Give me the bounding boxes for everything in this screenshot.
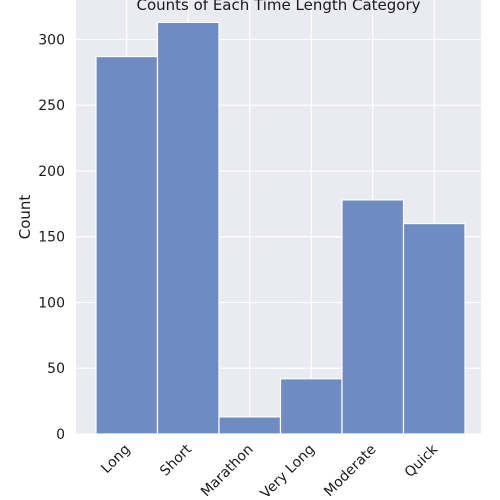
bar: [95, 55, 159, 435]
y-tick-label: 250: [38, 98, 65, 114]
bar: [341, 199, 405, 435]
y-tick-label: 150: [38, 230, 65, 246]
y-tick-labels: 0 50 100 150 200 250 300: [38, 32, 65, 443]
chart-title: Counts of Each Time Length Category: [136, 0, 420, 14]
y-tick-label: 200: [38, 164, 65, 180]
x-tick-label: Quick: [402, 441, 442, 481]
x-tick-label: Short: [157, 441, 195, 479]
x-tick-label: Long: [98, 442, 133, 477]
x-tick-label: Very Long: [258, 442, 318, 500]
x-tick-label: Moderate: [321, 442, 379, 500]
bars: [95, 21, 466, 435]
x-tick-label: Marathon: [198, 442, 257, 500]
x-tick-labels: Long Short Marathon Very Long Moderate Quick: [98, 441, 441, 500]
y-tick-label: 300: [38, 32, 65, 48]
bar: [279, 378, 343, 435]
y-axis-label: Count: [16, 195, 34, 240]
y-tick-label: 0: [56, 427, 65, 443]
bar: [402, 222, 466, 435]
y-tick-label: 50: [47, 361, 65, 377]
bar: [156, 21, 220, 435]
y-tick-label: 100: [38, 295, 65, 311]
bar: [218, 416, 282, 435]
